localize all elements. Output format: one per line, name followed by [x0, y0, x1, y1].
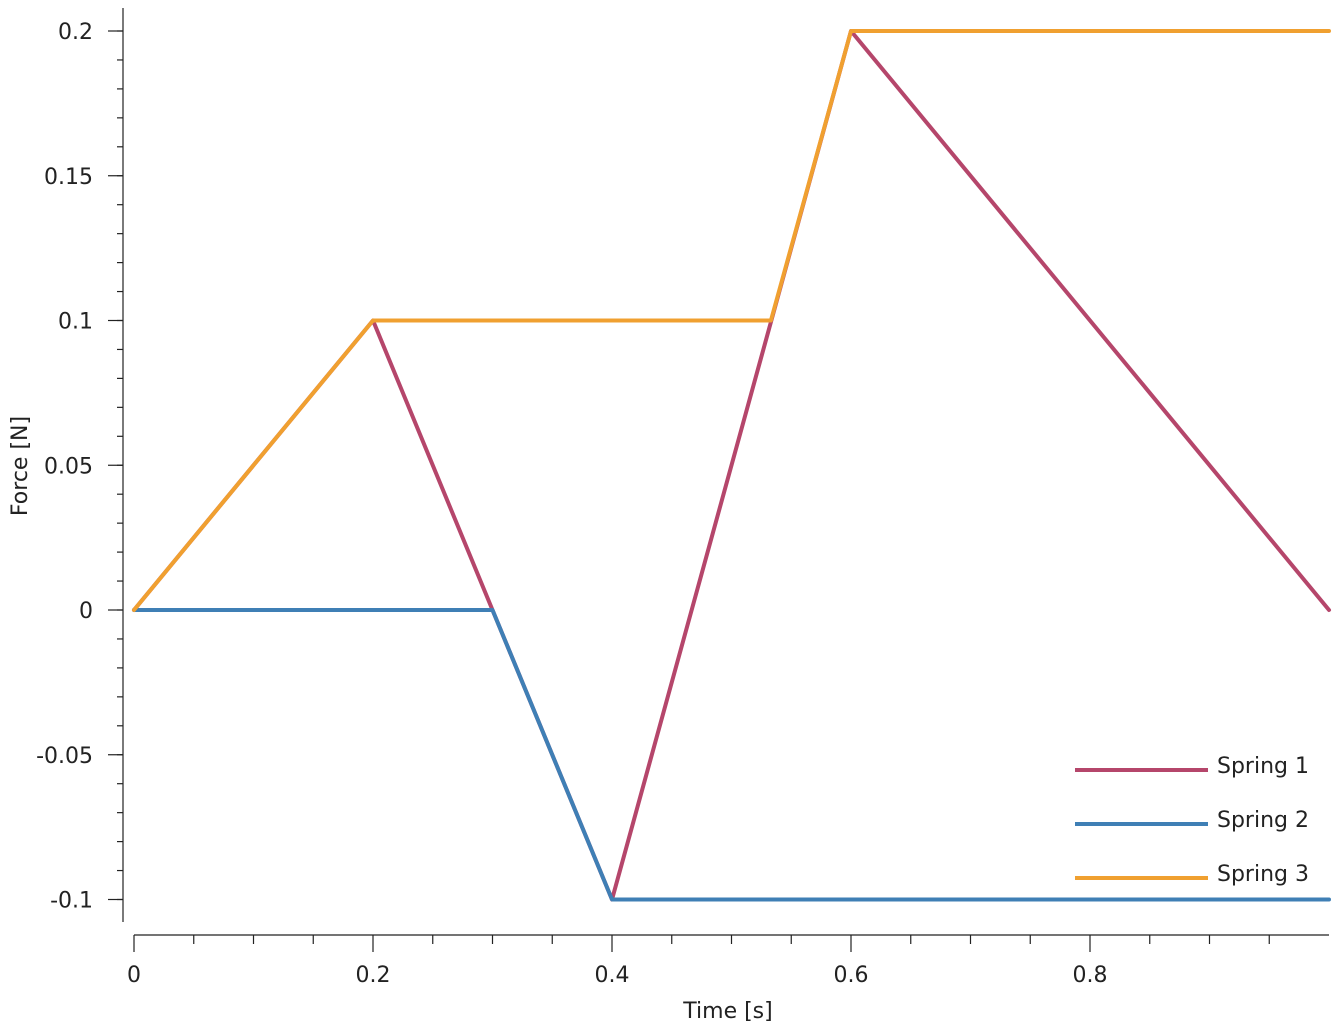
y-tick-label: 0.2 — [58, 20, 93, 45]
x-axis-label: Time [s] — [682, 999, 772, 1024]
y-major-ticks — [108, 30, 123, 901]
series-lines — [132, 29, 1331, 902]
y-tick-label: -0.05 — [36, 744, 93, 769]
series-line-2 — [132, 608, 1331, 902]
legend-label-1: Spring 1 — [1217, 754, 1309, 779]
y-tick-label: 0.15 — [44, 165, 93, 190]
x-axis: 0 0.2 0.4 0.6 0.8 — [127, 934, 1329, 988]
x-tick-label: 0.4 — [595, 963, 630, 988]
x-tick-label: 0.6 — [834, 963, 869, 988]
legend-label-3: Spring 3 — [1217, 862, 1309, 887]
y-axis-label: Force [N] — [8, 416, 33, 516]
y-tick-label: 0 — [79, 599, 93, 624]
series-line-3 — [132, 29, 1331, 612]
y-tick-label: -0.1 — [50, 889, 93, 914]
y-tick-label: 0.05 — [44, 454, 93, 479]
legend-label-2: Spring 2 — [1217, 808, 1309, 833]
y-tick-labels: 0.2 0.15 0.1 0.05 0 -0.05 -0.1 — [36, 20, 93, 914]
y-tick-label: 0.1 — [58, 310, 93, 335]
x-tick-label: 0.2 — [356, 963, 391, 988]
y-axis: 0.2 0.15 0.1 0.05 0 -0.05 -0.1 — [36, 8, 124, 922]
x-minor-ticks — [193, 935, 1270, 944]
x-major-ticks — [133, 935, 1091, 952]
x-tick-label: 0.8 — [1073, 963, 1108, 988]
legend: Spring 1 Spring 2 Spring 3 — [1075, 754, 1309, 887]
x-tick-label: 0 — [127, 963, 141, 988]
x-tick-labels: 0 0.2 0.4 0.6 0.8 — [127, 963, 1108, 988]
